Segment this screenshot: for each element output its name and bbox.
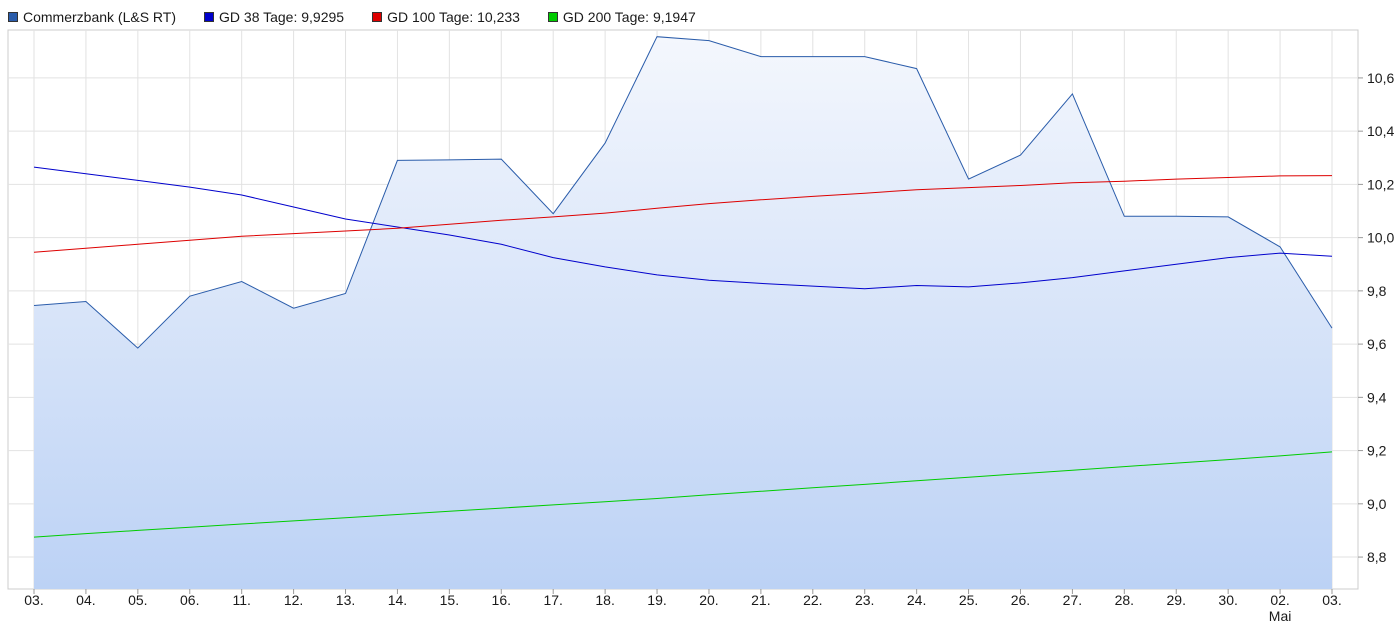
legend-swatch: [204, 12, 215, 22]
legend-swatch: [8, 12, 18, 22]
price-area-fill: [34, 36, 1332, 589]
series-line-gd-200-tage: [33, 451, 1333, 538]
x-tick-label: 20.: [699, 592, 718, 608]
y-tick-label: 10,4: [1367, 123, 1394, 139]
x-tick-label: 04.: [76, 592, 95, 608]
x-tick-label: 02.: [1270, 592, 1289, 608]
x-month-label: Mai: [1269, 608, 1292, 624]
legend-item-gd100[interactable]: GD 100 Tage: 10,233: [372, 9, 520, 25]
x-tick-label: 11.: [232, 592, 250, 608]
y-tick-label: 10,6: [1367, 70, 1394, 86]
y-tick-label: 9,0: [1367, 496, 1387, 512]
legend-label: GD 38 Tage: 9,9295: [219, 9, 345, 25]
x-tick-label: 13.: [336, 592, 355, 608]
y-tick-label: 9,4: [1367, 389, 1387, 405]
legend-item-gd200[interactable]: GD 200 Tage: 9,1947: [547, 9, 696, 25]
chart-legend: Commerzbank (L&S RT) GD 38 Tage: 9,9295 …: [8, 8, 724, 26]
legend-label: GD 100 Tage: 10,233: [387, 9, 520, 25]
y-tick-label: 10,2: [1367, 176, 1394, 192]
series-line-commerzbank-l-s-rt: [33, 36, 1333, 349]
legend-item-gd38[interactable]: GD 38 Tage: 9,9295: [204, 9, 344, 25]
x-axis: 03. 04. 05. 06. 11. 12. 13. 14. 15. 16. 17. 18. 19. 2…: [24, 589, 1342, 624]
y-tick-label: 9,6: [1367, 336, 1387, 352]
x-tick-label: 19.: [647, 592, 666, 608]
x-tick-label: 15.: [440, 592, 459, 608]
y-tick-label: 10,0: [1367, 230, 1394, 246]
legend-item-commerzbank[interactable]: Commerzbank (L&S RT): [8, 9, 176, 25]
x-tick-label: 30.: [1218, 592, 1237, 608]
legend-label: Commerzbank (L&S RT): [23, 9, 177, 25]
x-tick-label: 17.: [543, 592, 562, 608]
x-tick-label: 28.: [1115, 592, 1134, 608]
x-tick-label: 26.: [1011, 592, 1030, 608]
x-tick-label: 25.: [959, 592, 978, 608]
x-tick-label: 29.: [1167, 592, 1186, 608]
x-tick-label: 06.: [180, 592, 199, 608]
x-tick-label: 03.: [24, 592, 43, 608]
series-lines: [33, 36, 1333, 538]
legend-label: GD 200 Tage: 9,1947: [562, 9, 696, 25]
x-tick-label: 14.: [388, 592, 407, 608]
x-tick-label: 27.: [1063, 592, 1082, 608]
x-tick-label: 16.: [492, 592, 511, 608]
y-tick-label: 9,2: [1367, 443, 1387, 459]
x-tick-label: 05.: [128, 592, 147, 608]
x-tick-label: 12.: [284, 592, 303, 608]
x-tick-label: 24.: [907, 592, 926, 608]
y-tick-label: 8,8: [1367, 549, 1387, 565]
series-line-gd-100-tage: [33, 175, 1333, 253]
y-tick-label: 9,8: [1367, 283, 1387, 299]
x-tick-label: 21.: [751, 592, 770, 608]
legend-swatch: [372, 12, 383, 22]
x-tick-label: 18.: [595, 592, 614, 608]
x-tick-label: 03.: [1322, 592, 1341, 608]
price-area: [34, 36, 1332, 589]
y-axis: 8,8 9,0 9,2 9,4 9,6 9,8 10,0 10,2 10,4 10,6: [1358, 70, 1394, 565]
legend-swatch: [547, 12, 558, 22]
series-line-gd-38-tage: [33, 166, 1333, 290]
x-tick-label: 23.: [855, 592, 874, 608]
x-tick-label: 22.: [803, 592, 822, 608]
